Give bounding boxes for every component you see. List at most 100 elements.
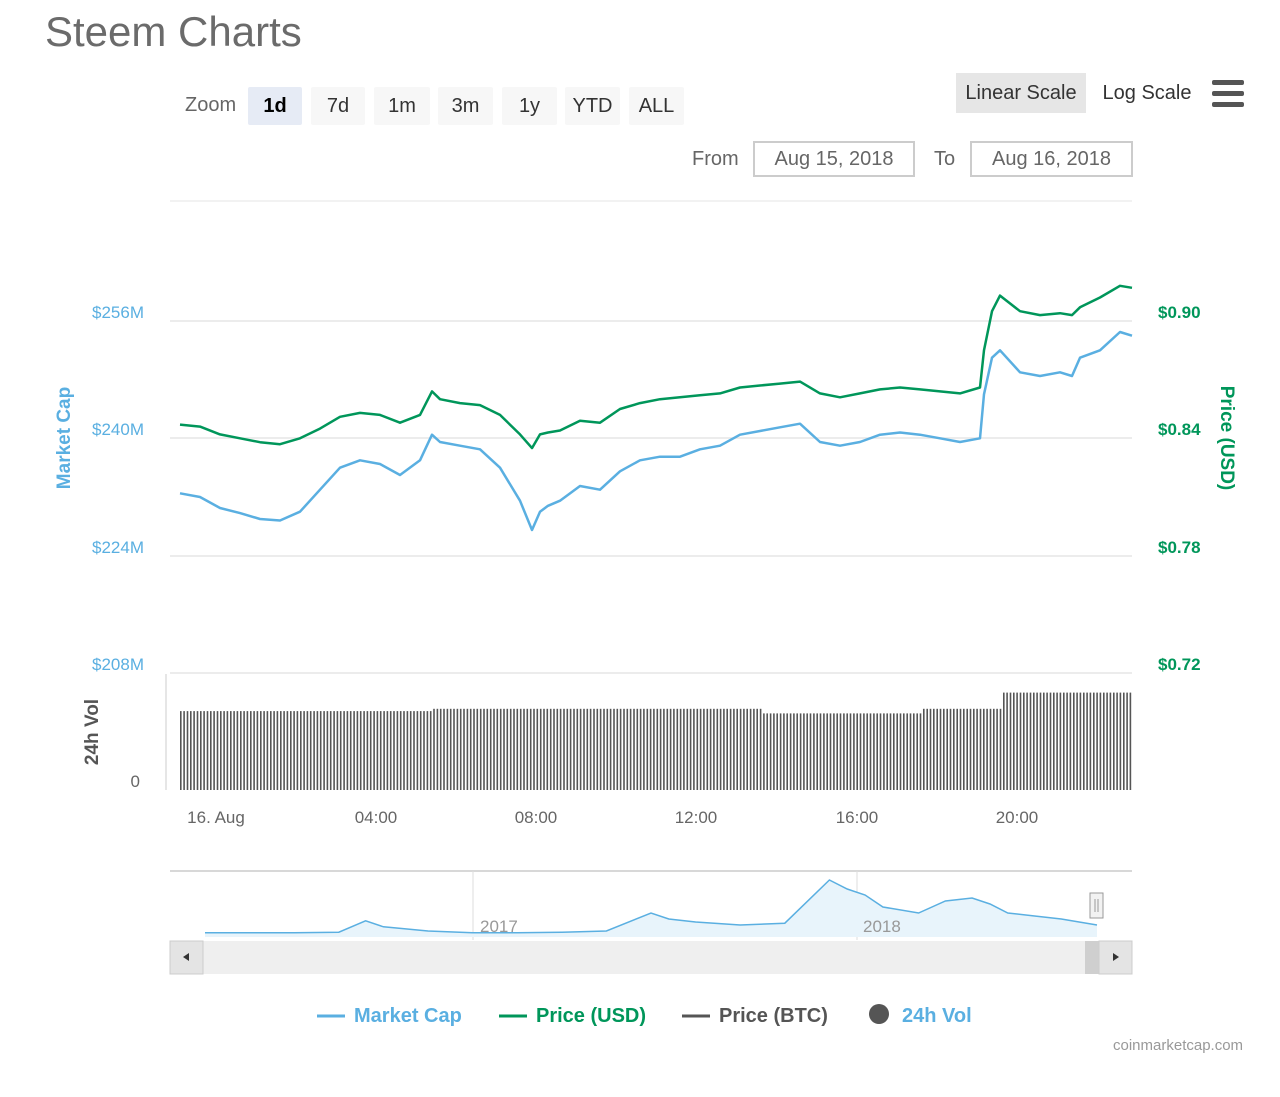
zoom-1d-button[interactable]: 1d	[248, 87, 302, 125]
left-tick: $224M	[92, 538, 144, 557]
navigator-handle[interactable]	[1089, 892, 1104, 919]
volume-bar	[906, 713, 908, 790]
volume-bar	[466, 708, 469, 790]
volume-bar	[769, 713, 772, 790]
volume-axis-label: 24h Vol	[82, 699, 103, 765]
right-axis-label: Price (USD)	[1216, 386, 1237, 491]
volume-bar	[763, 713, 765, 790]
volume-bar	[829, 713, 832, 790]
volume-bar	[1073, 692, 1075, 790]
volume-bar	[883, 713, 885, 790]
volume-bar	[506, 708, 509, 790]
from-date-input[interactable]: Aug 15, 2018	[753, 141, 915, 177]
volume-bar	[1056, 692, 1058, 790]
volume-bar	[726, 708, 728, 790]
volume-bar	[639, 708, 642, 790]
volume-bar	[386, 711, 389, 790]
volume-bar	[866, 713, 868, 790]
to-date-input[interactable]: Aug 16, 2018	[970, 141, 1133, 177]
volume-bar	[250, 711, 252, 790]
zoom-3m-button[interactable]: 3m	[438, 87, 493, 125]
volume-bar	[736, 708, 738, 790]
volume-bar	[689, 708, 692, 790]
volume-bar	[270, 711, 272, 790]
volume-bar	[423, 711, 425, 790]
volume-bar	[523, 708, 525, 790]
legend: Market Cap Price (USD) Price (BTC) 24h V…	[317, 1004, 972, 1027]
volume-bar	[646, 708, 649, 790]
volume-bar	[200, 711, 202, 790]
volume-bar	[429, 711, 432, 790]
volume-bar	[253, 711, 255, 790]
volume-bar	[679, 708, 682, 790]
volume-bar	[793, 713, 795, 790]
volume-bar	[903, 713, 905, 790]
volume-bar	[923, 708, 925, 790]
volume-bar	[296, 711, 299, 790]
log-scale-button[interactable]: Log Scale	[1102, 81, 1192, 104]
volume-bar	[723, 708, 725, 790]
volume-bar	[426, 711, 429, 790]
volume-bar	[833, 713, 835, 790]
volume-bar	[260, 711, 262, 790]
volume-bar	[823, 713, 825, 790]
volume-bar	[916, 713, 918, 790]
volume-bar	[266, 711, 269, 790]
volume-bar	[683, 708, 685, 790]
navigator[interactable]: 2017 2018	[169, 870, 1133, 975]
credit-link[interactable]: coinmarketcap.com	[1113, 1037, 1244, 1054]
volume-bar	[1046, 692, 1048, 790]
volume-bar	[686, 708, 689, 790]
zoom-1y-button[interactable]: 1y	[502, 87, 557, 125]
volume-bar	[306, 711, 309, 790]
volume-bar	[1036, 692, 1038, 790]
scrollbar-track[interactable]	[170, 941, 1132, 974]
volume-bar	[1026, 692, 1028, 790]
volume-bar	[283, 711, 285, 790]
volume-bar	[889, 713, 892, 790]
volume-bar	[226, 711, 229, 790]
zoom-7d-button[interactable]: 7d	[311, 87, 365, 125]
volume-bar	[496, 708, 499, 790]
volume-bar	[886, 713, 888, 790]
volume-bar	[656, 708, 659, 790]
volume-bar	[463, 708, 465, 790]
volume-bar	[746, 708, 748, 790]
zoom-all-button[interactable]: ALL	[629, 87, 684, 125]
volume-bar	[196, 711, 199, 790]
volume-bar	[433, 708, 435, 790]
hamburger-menu-icon[interactable]	[1212, 80, 1244, 108]
linear-scale-button[interactable]: Linear Scale	[956, 73, 1086, 113]
left-tick: $208M	[92, 655, 144, 674]
volume-bar	[1093, 692, 1095, 790]
scrollbar-thumb[interactable]	[1085, 941, 1099, 974]
volume-bar	[376, 711, 379, 790]
legend-item-price-btc[interactable]: Price (BTC)	[682, 1005, 828, 1027]
zoom-ytd-button[interactable]: YTD	[565, 87, 620, 125]
volume-bar	[569, 708, 572, 790]
volume-bar	[709, 708, 712, 790]
volume-bar	[876, 713, 878, 790]
legend-item-price-usd[interactable]: Price (USD)	[499, 1005, 646, 1027]
volume-bar	[799, 713, 802, 790]
page-title: Steem Charts	[45, 8, 302, 55]
legend-item-market-cap[interactable]: Market Cap	[317, 1005, 462, 1027]
volume-bar	[753, 708, 755, 790]
volume-bar	[240, 711, 242, 790]
volume-bar	[606, 708, 609, 790]
volume-bar	[493, 708, 495, 790]
volume-bar	[413, 711, 415, 790]
volume-bar	[333, 711, 335, 790]
navigator-line	[205, 879, 1098, 934]
volume-bar	[789, 713, 792, 790]
legend-label: 24h Vol	[902, 1005, 972, 1027]
volume-bar	[193, 711, 195, 790]
volume-bar	[186, 711, 189, 790]
volume-bar	[739, 708, 742, 790]
legend-item-24h-vol[interactable]: 24h Vol	[869, 1004, 972, 1027]
volume-bar	[783, 713, 785, 790]
volume-bar	[589, 708, 592, 790]
volume-bar	[256, 711, 259, 790]
volume-bar	[323, 711, 325, 790]
zoom-1m-button[interactable]: 1m	[374, 87, 430, 125]
